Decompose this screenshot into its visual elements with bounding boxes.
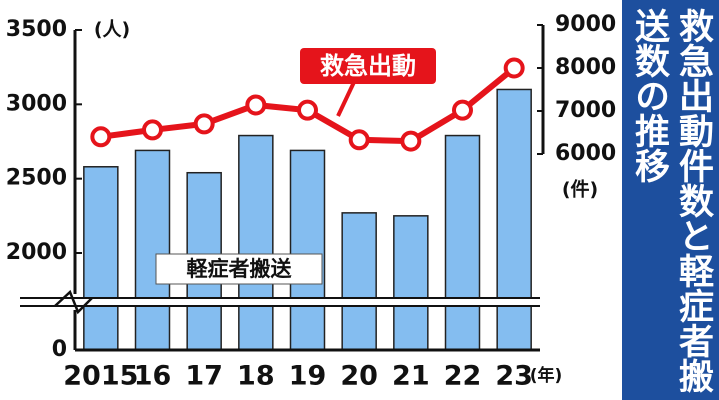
legend-leader [336,79,357,117]
x-unit: (年) [530,365,563,386]
y-tick-label: 2500 [6,166,67,191]
legend-box [300,48,436,84]
line-marker [193,113,215,135]
bar [496,88,532,351]
line-marker [245,94,267,116]
bar [341,212,377,351]
y2-tick-label: 9000 [555,12,616,37]
y-unit: (人) [94,19,130,41]
line-marker [503,57,525,79]
bar [289,149,326,351]
x-tick-label: 16 [134,361,172,392]
line-marker [297,99,318,121]
title-panel: 救急出動件数と軽症者搬送数の推移 [622,0,719,400]
x-tick-label: 19 [289,361,327,392]
axis-break [0,289,540,315]
y-tick-label: 2000 [6,240,67,265]
x-tick-label: 2015 [63,361,138,392]
line-marker [348,129,370,151]
legend-box [155,253,323,285]
line-marker [142,119,163,141]
bar [393,215,429,351]
x-tick-label: 22 [444,361,482,392]
y-tick-label: 3500 [6,17,67,42]
chart-title: 救急出動件数と軽症者搬送数の推移 [629,8,713,393]
bar [83,166,119,351]
line-marker [400,130,422,152]
bar [444,134,481,351]
y2-tick-label: 6000 [555,141,616,166]
chart: (人) (件) (年) 0 2000 2500 3000 3500 6000 7000 800… [0,12,617,392]
line-marker [90,126,112,148]
y2-tick-label: 7000 [555,98,616,123]
x-tick-label: 23 [495,361,533,392]
line-marker [452,99,473,121]
bar [238,134,274,351]
y2-tick-label: 8000 [555,55,616,80]
bar [134,149,171,351]
break-zigzag [54,289,93,315]
y-tick-label: 0 [52,337,67,362]
break-gap [0,298,540,306]
legend-label: 救急出動 [320,52,416,80]
y2-unit: (件) [562,178,598,201]
x-tick-label: 17 [185,361,223,392]
x-tick-label: 20 [340,361,378,392]
y-tick-label: 3000 [6,91,67,116]
legend-label: 軽症者搬送 [187,257,293,281]
x-tick-label: 18 [237,361,275,392]
x-tick-label: 21 [392,361,430,392]
